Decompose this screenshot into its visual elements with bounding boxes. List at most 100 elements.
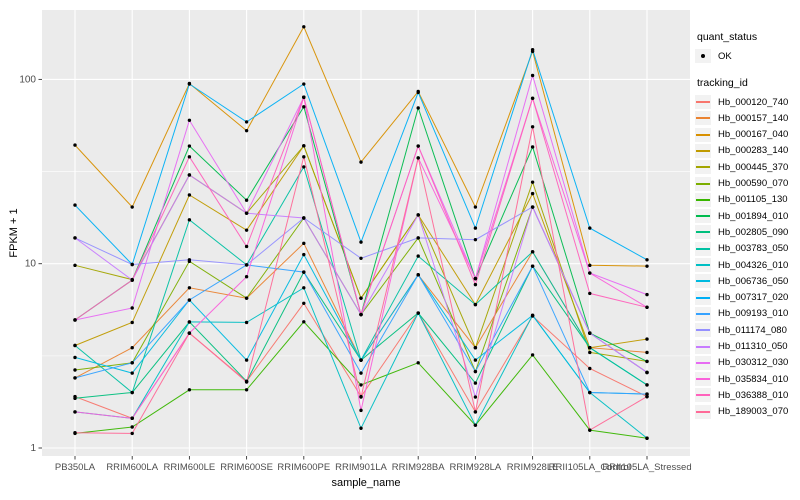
- data-point: [416, 144, 420, 148]
- data-point: [530, 125, 535, 129]
- data-point: [645, 264, 649, 268]
- legend-item-Hb_002805_090: Hb_002805_090: [695, 224, 788, 240]
- data-point: [244, 358, 249, 362]
- data-point: [244, 275, 249, 279]
- x-tick-label: RRIM928LE: [507, 462, 559, 473]
- data-point: [530, 96, 535, 100]
- data-point: [130, 278, 134, 282]
- data-point: [359, 160, 363, 164]
- data-point: [588, 263, 592, 268]
- legend-key-box: [695, 176, 711, 191]
- data-point: [73, 343, 77, 348]
- legend-item-Hb_000157_140: Hb_000157_140: [695, 110, 788, 126]
- legend-item-label: Hb_004326_010: [718, 259, 789, 271]
- data-point: [588, 428, 592, 432]
- data-point: [302, 301, 306, 305]
- data-point: [130, 320, 134, 325]
- data-point: [645, 359, 649, 364]
- x-tick-label: RRIM600PE: [277, 462, 330, 473]
- legend-item-Hb_030312_030: Hb_030312_030: [695, 355, 788, 371]
- data-point: [187, 320, 192, 324]
- line-swatch-icon: [696, 378, 710, 381]
- data-point: [416, 213, 420, 217]
- line-swatch-icon: [696, 312, 710, 315]
- legend-item-label: Hb_000157_140: [718, 112, 789, 124]
- data-point: [588, 331, 592, 335]
- data-point: [359, 426, 363, 430]
- y-tick-label: 10: [25, 259, 37, 270]
- data-point: [244, 198, 249, 202]
- data-point: [359, 296, 363, 300]
- legend-item-Hb_035834_010: Hb_035834_010: [695, 371, 788, 387]
- data-point: [302, 95, 306, 99]
- data-point: [530, 47, 535, 52]
- line-swatch-icon: [696, 280, 710, 283]
- line-swatch-icon: [696, 264, 710, 266]
- line-swatch-icon: [696, 231, 710, 234]
- data-point: [473, 237, 478, 242]
- line-swatch-icon: [696, 361, 710, 364]
- data-point: [130, 262, 134, 267]
- legend-item-label: Hb_036388_010: [718, 389, 789, 401]
- data-point: [359, 312, 363, 317]
- legend-item-label: Hb_007317_020: [718, 292, 789, 304]
- legend-item-Hb_036388_010: Hb_036388_010: [695, 387, 788, 403]
- data-point: [187, 118, 192, 122]
- y-tick-label: 100: [19, 74, 36, 85]
- legend-key-box: [695, 192, 711, 207]
- x-tick-label: RRII105LA_Stressed: [602, 462, 691, 473]
- legend-item-quant-ok: OK: [695, 48, 732, 64]
- data-point: [588, 226, 592, 230]
- data-point: [130, 371, 134, 375]
- data-point: [244, 120, 249, 124]
- legend-key-box: [695, 258, 711, 272]
- data-point: [416, 156, 420, 160]
- data-point: [359, 395, 363, 399]
- legend-item-label: OK: [718, 50, 732, 62]
- data-point: [359, 256, 363, 260]
- legend-item-label: Hb_000445_370: [718, 161, 789, 173]
- x-tick-label: PB350LA: [55, 462, 96, 473]
- data-point: [73, 203, 77, 207]
- legend-key-box: [695, 388, 711, 403]
- point-marker-icon: [701, 54, 705, 58]
- data-point: [473, 358, 478, 362]
- data-point: [530, 250, 535, 254]
- line-swatch-icon: [696, 182, 710, 185]
- data-point: [73, 236, 77, 240]
- y-tick-label: 1: [30, 443, 36, 454]
- data-point: [473, 423, 478, 427]
- data-point: [73, 355, 77, 360]
- legend-item-label: Hb_000590_070: [718, 178, 789, 189]
- line-swatch-icon: [696, 394, 710, 397]
- line-swatch-icon: [696, 166, 710, 169]
- legend-key-box: [695, 372, 711, 387]
- legend-item-Hb_003783_050: Hb_003783_050: [695, 241, 788, 257]
- data-point: [244, 228, 249, 232]
- data-point: [187, 173, 192, 177]
- data-point: [187, 218, 192, 222]
- legend-item-label: Hb_011174_080: [718, 324, 787, 336]
- data-point: [530, 313, 535, 317]
- data-point: [302, 82, 306, 86]
- legend-item-Hb_189003_070: Hb_189003_070: [695, 404, 788, 420]
- legend-item-label: Hb_001894_010: [718, 210, 789, 222]
- data-point: [73, 368, 77, 372]
- data-point: [73, 376, 77, 380]
- legend-item-label: Hb_030312_030: [718, 357, 789, 369]
- line-swatch-icon: [696, 247, 710, 250]
- data-point: [359, 371, 363, 375]
- legend-item-label: Hb_000120_740: [718, 96, 789, 108]
- data-point: [416, 361, 420, 365]
- line-swatch-icon: [696, 149, 710, 152]
- data-point: [530, 145, 535, 149]
- x-tick-label: RRII105LA_Control: [549, 462, 631, 473]
- legend-item-label: Hb_001105_130: [718, 194, 788, 206]
- data-point: [473, 346, 478, 350]
- line-swatch-icon: [696, 198, 710, 201]
- legend-item-label: Hb_002805_090: [718, 226, 789, 238]
- legend-item-label: Hb_035834_010: [718, 373, 789, 385]
- data-point: [302, 320, 306, 324]
- legend-key-box: [695, 323, 711, 338]
